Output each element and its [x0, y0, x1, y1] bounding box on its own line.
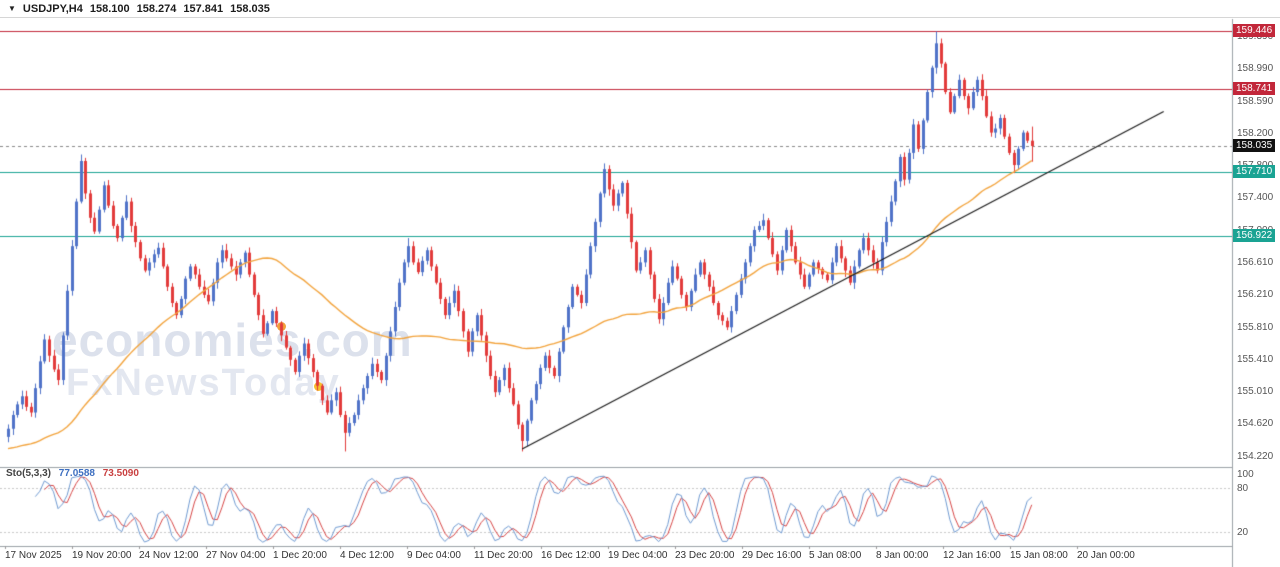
time-axis-label: 15 Jan 08:00 — [1010, 550, 1068, 561]
price-level-badge: 157.710 — [1233, 165, 1276, 179]
symbol-dropdown-icon[interactable]: ▼ — [8, 4, 16, 13]
price-level-badge: 158.741 — [1233, 81, 1276, 95]
time-axis-label: 19 Dec 04:00 — [608, 550, 668, 561]
time-axis-label: 27 Nov 04:00 — [206, 550, 266, 561]
indicator-name: Sto(5,3,3) — [6, 468, 52, 479]
time-axis-label: 4 Dec 12:00 — [340, 550, 394, 561]
price-axis-label: 154.620 — [1237, 418, 1274, 430]
time-axis-label: 19 Nov 20:00 — [72, 550, 132, 561]
indicator-k-value: 77.0588 — [58, 468, 95, 479]
price-axis-label: 158.990 — [1237, 63, 1274, 75]
price-axis-label: 158.590 — [1237, 95, 1274, 107]
time-axis-label: 20 Jan 00:00 — [1077, 550, 1135, 561]
price-level-badge: 159.446 — [1233, 24, 1276, 38]
time-axis-label: 9 Dec 04:00 — [407, 550, 461, 561]
sto-axis-label: 80 — [1237, 483, 1249, 495]
price-level-badge: 156.922 — [1233, 229, 1276, 243]
ohlc-low: 157.841 — [183, 2, 224, 15]
symbol-name: USDJPY,H4 — [22, 2, 83, 15]
time-axis-label: 8 Jan 00:00 — [876, 550, 929, 561]
time-axis-label: 12 Jan 16:00 — [943, 550, 1001, 561]
ohlc-open: 158.100 — [89, 2, 130, 15]
time-axis-label: 11 Dec 20:00 — [474, 550, 533, 561]
price-axis-label: 155.410 — [1237, 353, 1274, 365]
indicator-label: Sto(5,3,3) 77.0588 73.5090 — [6, 468, 139, 479]
current-price-badge: 158.035 — [1233, 138, 1276, 152]
price-axis-label: 156.210 — [1237, 289, 1274, 301]
time-axis-label: 29 Dec 16:00 — [742, 550, 802, 561]
time-axis-label: 16 Dec 12:00 — [541, 550, 601, 561]
price-axis-label: 155.010 — [1237, 386, 1274, 398]
ohlc-close: 158.035 — [230, 2, 270, 15]
time-axis-label: 1 Dec 20:00 — [273, 550, 327, 561]
price-axis-label: 158.200 — [1237, 127, 1274, 139]
time-axis-label: 24 Nov 12:00 — [139, 550, 199, 561]
symbol-info-bar: ▼ USDJPY,H4 158.100 158.274 157.841 158.… — [0, 0, 1280, 18]
ohlc-high: 158.274 — [136, 2, 177, 15]
price-axis-label: 155.810 — [1237, 321, 1274, 333]
price-axis-label: 157.400 — [1237, 192, 1274, 204]
sto-axis-label: 20 — [1237, 526, 1249, 538]
price-axis-label: 154.220 — [1237, 450, 1274, 462]
time-axis-label: 23 Dec 20:00 — [675, 550, 735, 561]
indicator-d-value: 73.5090 — [102, 468, 139, 479]
price-axis-label: 156.610 — [1237, 256, 1274, 268]
sto-axis-label: 100 — [1237, 469, 1254, 480]
time-axis-label: 5 Jan 08:00 — [809, 550, 862, 561]
time-axis-label: 17 Nov 2025 — [5, 550, 62, 561]
